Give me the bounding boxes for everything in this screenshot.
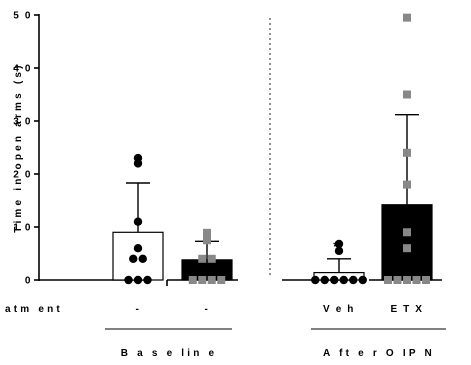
y-tick-label: 2 0: [13, 170, 32, 181]
bars: [112, 113, 433, 281]
data-point: [198, 276, 207, 284]
data-point: [207, 276, 216, 284]
significance-marker: *: [333, 238, 339, 254]
data-point: [138, 254, 147, 263]
y-tick-label: 0: [25, 276, 32, 287]
data-points: [124, 13, 430, 285]
data-point: [384, 276, 392, 284]
treatment-row-label: atm ent: [5, 304, 63, 315]
axes: 0 1 0 2 0 3 0 4 0 5 0: [13, 11, 446, 330]
data-point: [133, 217, 143, 226]
treatment-label: E T X: [390, 304, 423, 315]
data-point: [412, 276, 421, 284]
data-point: [403, 180, 411, 189]
data-point: [320, 275, 329, 285]
data-point: [403, 244, 411, 253]
data-point: [403, 90, 411, 99]
data-point: [129, 254, 138, 263]
data-point: [403, 228, 411, 237]
data-point: [403, 13, 411, 22]
data-point: [188, 276, 197, 284]
y-tick-label: 3 0: [13, 117, 32, 128]
y-axis-title: Time in open arms (s): [13, 62, 24, 232]
data-point: [203, 228, 211, 237]
data-point: [358, 275, 367, 285]
y-tick-label: 5 0: [13, 11, 32, 22]
labels: Time in open arms (s) - - B a s e lin e * V e…: [5, 62, 435, 359]
data-point: [393, 276, 402, 284]
data-point: [334, 246, 344, 256]
data-point: [330, 275, 339, 285]
data-point: [339, 275, 348, 285]
data-point: [349, 275, 358, 285]
data-point: [334, 239, 344, 249]
data-point: [403, 148, 411, 157]
data-point: [124, 275, 133, 285]
data-point: [143, 275, 152, 285]
data-point: [203, 233, 211, 242]
data-point: [133, 153, 143, 163]
y-tick-label: 1 0: [13, 223, 32, 234]
group-label: B a s e lin e: [121, 348, 218, 359]
data-point: [198, 254, 207, 263]
data-point: [217, 276, 226, 284]
data-point: [133, 275, 143, 285]
data-point: [403, 276, 411, 284]
treatment-label: V e h: [323, 304, 355, 315]
bar: [381, 204, 433, 281]
data-point: [311, 275, 320, 285]
treatment-label: -: [136, 304, 141, 315]
y-tick-label: 4 0: [13, 64, 32, 75]
bar: [112, 231, 164, 281]
data-point: [422, 276, 430, 284]
group-label: A ft e r O IP N: [323, 348, 435, 359]
treatment-label: -: [205, 304, 210, 315]
data-point: [133, 244, 143, 253]
data-point: [207, 254, 216, 263]
